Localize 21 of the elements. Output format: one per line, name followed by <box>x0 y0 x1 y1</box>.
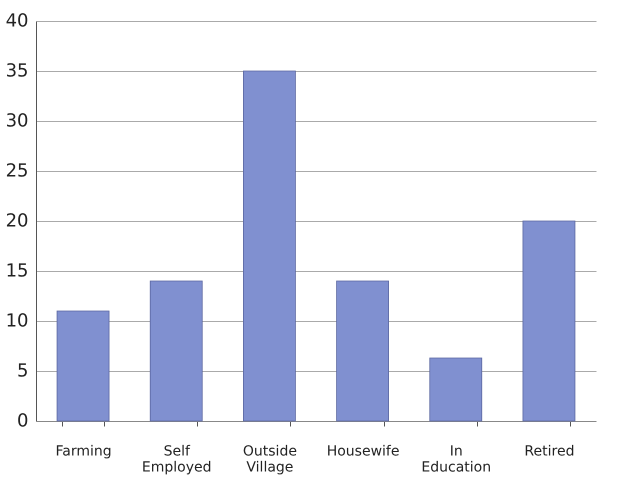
y-tick-label: 5 <box>17 360 28 382</box>
x-tick-label: Retired <box>524 444 574 460</box>
x-tick-label: In Education <box>421 444 492 476</box>
y-tick-label: 10 <box>6 310 28 332</box>
bar <box>56 310 110 422</box>
y-tick-label: 15 <box>6 260 28 282</box>
bar <box>336 280 389 422</box>
y-tick-label: 25 <box>6 160 28 182</box>
x-tick-label: Outside Village <box>242 444 297 476</box>
x-tick-label: Self Employed <box>142 444 212 476</box>
bar <box>150 280 203 422</box>
y-tick-label: 20 <box>6 210 28 232</box>
bar <box>429 358 482 422</box>
y-tick-label: 30 <box>6 110 28 132</box>
y-tick-label: 40 <box>6 10 28 32</box>
bar <box>522 220 576 422</box>
y-tick-label: 35 <box>6 60 28 82</box>
y-tick-label: 0 <box>17 410 28 432</box>
x-tick-label: Housewife <box>326 444 400 460</box>
bar <box>243 70 296 422</box>
x-tick-label: Farming <box>55 444 112 460</box>
